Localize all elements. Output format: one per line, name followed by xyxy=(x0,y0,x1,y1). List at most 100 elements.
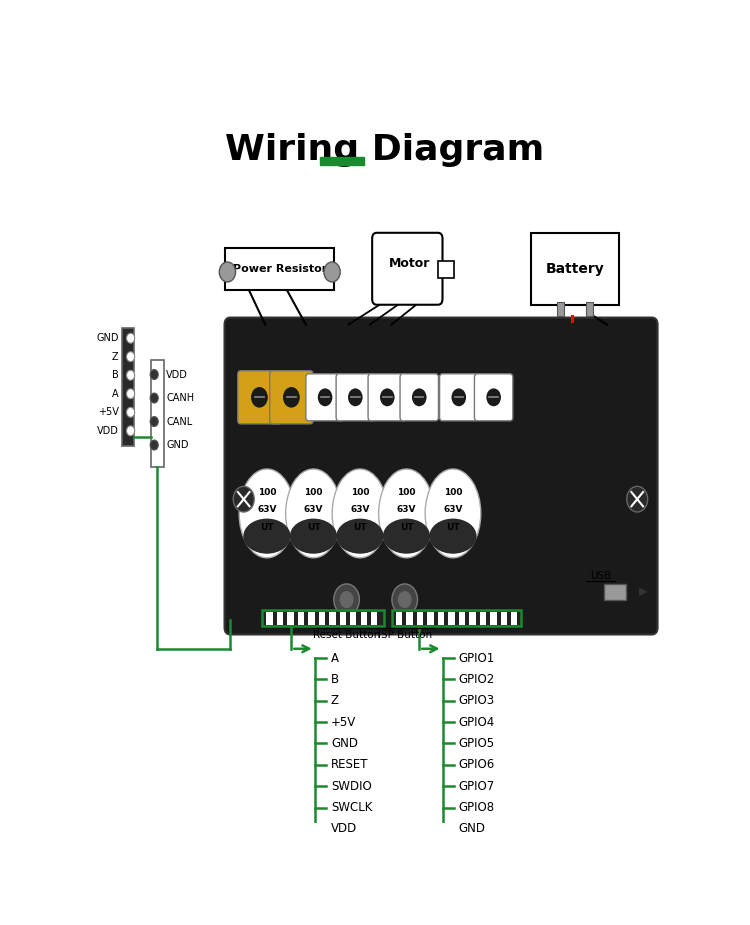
FancyBboxPatch shape xyxy=(372,233,442,304)
Bar xyxy=(501,611,507,624)
Text: VDD: VDD xyxy=(331,822,357,835)
Circle shape xyxy=(127,352,135,362)
Bar xyxy=(361,611,367,624)
Circle shape xyxy=(340,591,353,608)
Text: VDD: VDD xyxy=(97,426,118,436)
FancyBboxPatch shape xyxy=(336,374,374,421)
Text: CANH: CANH xyxy=(166,393,194,403)
Circle shape xyxy=(127,426,135,436)
Text: 63V: 63V xyxy=(350,505,370,514)
Bar xyxy=(459,611,465,624)
Circle shape xyxy=(150,440,158,450)
FancyBboxPatch shape xyxy=(306,374,344,421)
Text: +5V: +5V xyxy=(98,407,118,417)
Text: 63V: 63V xyxy=(257,505,277,514)
Bar xyxy=(319,611,325,624)
Text: 63V: 63V xyxy=(397,505,416,514)
Bar xyxy=(371,611,377,624)
Bar xyxy=(340,611,346,624)
Circle shape xyxy=(392,584,418,615)
Text: 63V: 63V xyxy=(443,505,463,514)
Bar xyxy=(470,611,476,624)
Text: GPIO6: GPIO6 xyxy=(459,758,495,771)
Circle shape xyxy=(486,388,501,406)
Text: 63V: 63V xyxy=(304,505,323,514)
Text: UT: UT xyxy=(260,524,274,532)
Text: GPIO2: GPIO2 xyxy=(459,672,495,685)
Circle shape xyxy=(219,262,236,282)
Bar xyxy=(427,611,433,624)
Bar xyxy=(604,584,625,599)
Bar xyxy=(586,302,593,316)
Text: Power Resistor: Power Resistor xyxy=(232,265,327,274)
Circle shape xyxy=(283,387,300,408)
Text: USB: USB xyxy=(590,571,612,581)
Bar xyxy=(448,611,454,624)
Bar xyxy=(511,611,518,624)
Bar xyxy=(417,611,423,624)
Bar xyxy=(320,157,364,166)
Circle shape xyxy=(318,388,332,406)
Text: GPIO4: GPIO4 xyxy=(459,716,495,729)
Text: GND: GND xyxy=(459,822,486,835)
Circle shape xyxy=(324,262,340,282)
Text: ISP Button: ISP Button xyxy=(378,630,432,639)
Text: 100: 100 xyxy=(351,487,369,497)
Bar xyxy=(262,610,384,626)
Text: 100: 100 xyxy=(304,487,322,497)
Ellipse shape xyxy=(382,519,430,554)
Text: UT: UT xyxy=(400,524,413,532)
Text: Z: Z xyxy=(112,352,118,362)
Text: B: B xyxy=(331,672,339,685)
Bar xyxy=(490,611,496,624)
Circle shape xyxy=(380,388,394,406)
Circle shape xyxy=(150,416,158,426)
Bar xyxy=(350,611,356,624)
Text: Z: Z xyxy=(331,695,339,708)
Bar xyxy=(396,611,403,624)
Bar xyxy=(122,328,134,446)
Bar xyxy=(277,611,284,624)
Text: UT: UT xyxy=(307,524,320,532)
Text: GPIO3: GPIO3 xyxy=(459,695,495,708)
Bar xyxy=(329,611,335,624)
FancyBboxPatch shape xyxy=(224,317,658,635)
Ellipse shape xyxy=(336,519,383,554)
Circle shape xyxy=(150,393,158,403)
Ellipse shape xyxy=(429,519,476,554)
Bar xyxy=(308,611,315,624)
Bar xyxy=(266,611,273,624)
Bar xyxy=(151,361,164,467)
Circle shape xyxy=(398,591,412,608)
Bar xyxy=(406,611,412,624)
Bar xyxy=(298,611,304,624)
Ellipse shape xyxy=(332,469,388,558)
Circle shape xyxy=(127,407,135,417)
Bar xyxy=(438,611,444,624)
FancyBboxPatch shape xyxy=(531,233,620,305)
Text: Motor: Motor xyxy=(389,257,430,270)
Text: GPIO7: GPIO7 xyxy=(459,780,495,793)
Text: GND: GND xyxy=(166,440,189,450)
Text: Reset Button: Reset Button xyxy=(313,630,380,639)
Bar xyxy=(480,611,486,624)
FancyBboxPatch shape xyxy=(400,374,439,421)
Text: GPIO5: GPIO5 xyxy=(459,737,495,750)
Text: B: B xyxy=(112,370,118,380)
Text: GPIO1: GPIO1 xyxy=(459,651,495,664)
Circle shape xyxy=(251,387,268,408)
Circle shape xyxy=(348,388,362,406)
Ellipse shape xyxy=(290,519,337,554)
Text: SWCLK: SWCLK xyxy=(331,801,372,814)
Bar xyxy=(287,611,294,624)
Text: 100: 100 xyxy=(444,487,462,497)
FancyBboxPatch shape xyxy=(225,248,334,290)
Text: UT: UT xyxy=(446,524,460,532)
Text: RESET: RESET xyxy=(331,758,368,771)
FancyBboxPatch shape xyxy=(270,371,313,424)
Circle shape xyxy=(627,487,648,512)
Text: A: A xyxy=(331,651,339,664)
Circle shape xyxy=(127,333,135,343)
Circle shape xyxy=(150,370,158,379)
Text: 100: 100 xyxy=(398,487,416,497)
